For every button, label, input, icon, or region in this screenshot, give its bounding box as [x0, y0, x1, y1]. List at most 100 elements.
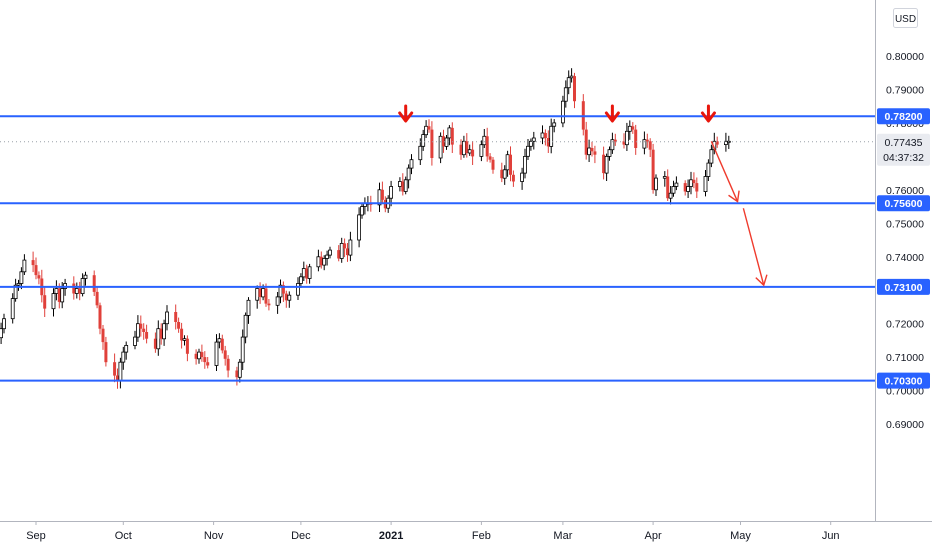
candle-body	[403, 179, 408, 192]
candle-body	[380, 189, 384, 200]
candle-body	[54, 288, 59, 294]
candle-body	[482, 135, 487, 146]
candle-body	[57, 288, 61, 302]
candle-body	[343, 243, 347, 249]
candle-body	[162, 323, 167, 340]
candle-body	[22, 259, 27, 273]
candle-body	[724, 140, 728, 146]
candle-body	[625, 130, 629, 146]
candle-body	[686, 186, 690, 192]
candle-body	[31, 260, 35, 266]
candle-body	[235, 370, 239, 378]
projection-arrowhead-icon	[755, 274, 768, 287]
candle-body	[450, 127, 454, 145]
candle-body	[174, 312, 178, 322]
candle-body	[197, 351, 201, 360]
candle-body	[2, 318, 6, 330]
candle-body	[10, 298, 15, 320]
candle-body	[543, 133, 547, 138]
candle-body	[328, 249, 332, 256]
resistance-touch-arrow-icon	[398, 104, 414, 123]
candle-body	[674, 182, 679, 187]
candle-body	[101, 328, 105, 343]
time-tick-label: Jun	[822, 530, 840, 542]
candle-body	[182, 338, 187, 341]
candle-body	[72, 283, 76, 294]
currency-badge[interactable]: USD	[893, 8, 918, 28]
candle-body	[83, 274, 88, 279]
candle-body	[471, 149, 475, 157]
level-price-text: 0.73100	[885, 282, 923, 294]
candle-body	[316, 256, 321, 268]
candle-body	[654, 177, 658, 191]
candle-body	[442, 136, 445, 147]
price-tick-label: 0.75000	[886, 218, 924, 230]
candle-body	[325, 254, 330, 259]
candle-body	[540, 132, 545, 139]
candle-body	[139, 323, 143, 329]
candle-body	[98, 305, 102, 329]
candle-body	[113, 362, 117, 376]
candle-body	[523, 155, 527, 174]
time-tick-label: Sep	[26, 530, 46, 542]
price-tick-label: 0.71000	[886, 352, 924, 364]
candle-body	[301, 268, 306, 278]
candle-body	[51, 293, 56, 310]
time-axis[interactable]: Sep Oct Nov Dec 2021 Feb Mar Apr May Jun	[26, 521, 840, 542]
candle-body	[645, 139, 649, 142]
candle-body	[511, 174, 515, 182]
candle-body	[264, 288, 268, 304]
candle-body	[610, 139, 615, 151]
currency-label: USD	[895, 14, 916, 25]
candle-body	[275, 296, 280, 306]
candle-body	[261, 288, 266, 298]
candle-body	[246, 299, 251, 316]
level-price-text: 0.70300	[885, 376, 923, 388]
projection-leg-2	[742, 208, 765, 286]
candle-body	[348, 239, 353, 256]
price-tick-label: 0.74000	[886, 252, 924, 264]
level-price-tag	[877, 195, 930, 212]
candle-body	[695, 183, 699, 192]
candle-body	[430, 129, 434, 158]
candle-body	[267, 303, 271, 306]
candle-body	[200, 352, 204, 358]
candle-body	[153, 338, 157, 349]
candle-body	[397, 181, 402, 187]
candle-body	[74, 288, 79, 294]
candle-body	[124, 344, 129, 353]
candle-body	[121, 351, 126, 363]
price-tick-label: 0.76000	[886, 185, 924, 197]
candle-body	[706, 162, 711, 177]
candle-body	[427, 126, 431, 130]
candle-body	[642, 139, 647, 149]
candle-body	[709, 149, 714, 164]
time-tick-label: Oct	[115, 530, 132, 542]
candle-body	[240, 336, 245, 363]
last-price-tag	[877, 133, 930, 166]
candle-body	[666, 176, 670, 199]
candle-body	[37, 275, 41, 279]
level-price-text: 0.78200	[885, 111, 923, 123]
countdown-text: 04:37:32	[883, 152, 924, 164]
candle-body	[357, 214, 362, 241]
candle-body	[401, 181, 405, 192]
candle-body	[584, 129, 588, 155]
resistance-touch-arrow-icon	[700, 104, 716, 123]
projection-arrowhead-icon	[728, 190, 740, 203]
time-tick-label: 2021	[379, 530, 403, 542]
candle-body	[16, 283, 21, 286]
candle-body	[258, 288, 262, 297]
candle-body	[607, 149, 612, 157]
candle-body	[214, 341, 219, 366]
candle-body	[360, 206, 364, 216]
candle-body	[243, 314, 248, 338]
candle-body	[409, 159, 414, 169]
candle-body	[339, 242, 344, 259]
candle-body	[287, 294, 292, 301]
candle-body	[561, 100, 565, 124]
candle-body	[715, 141, 719, 145]
level-price-text: 0.75600	[885, 198, 923, 210]
candle-body	[220, 338, 224, 351]
